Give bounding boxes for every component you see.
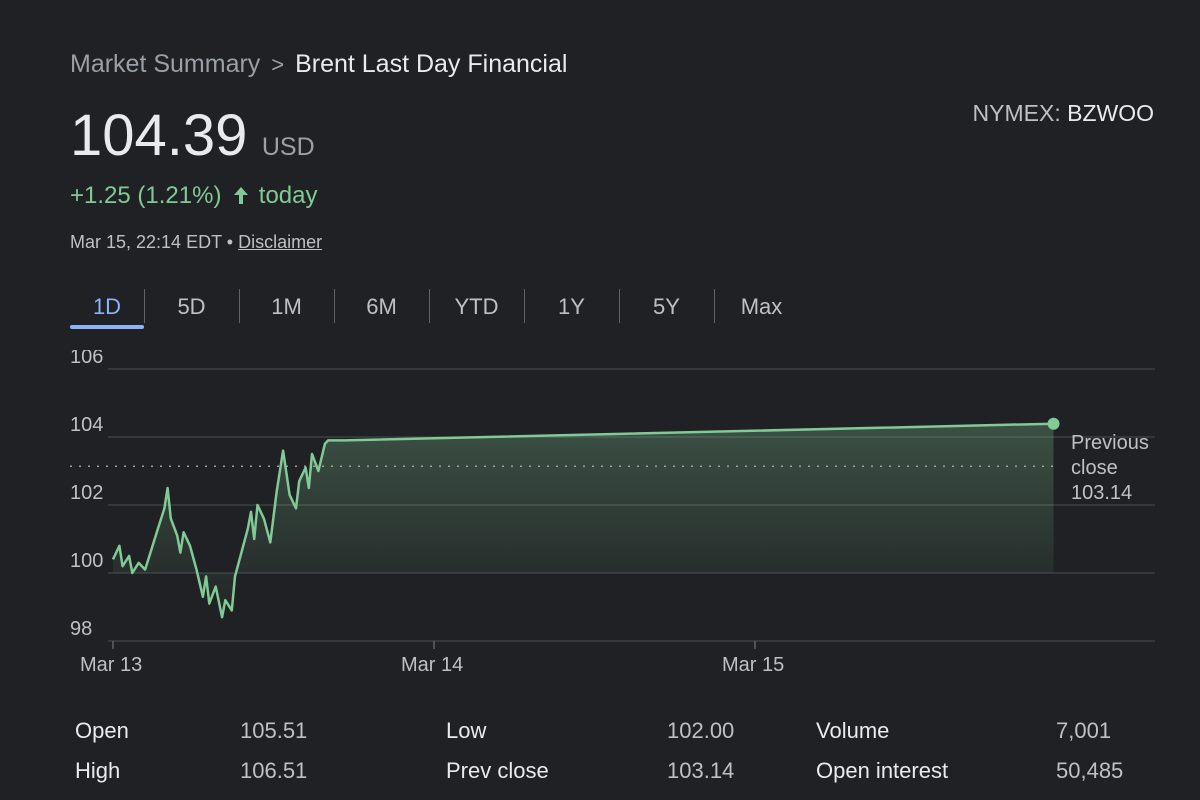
change-suffix: today xyxy=(258,182,318,209)
breadcrumb-market-summary-link[interactable]: Market Summary xyxy=(70,50,261,78)
quote-meta: Mar 15, 22:14 EDT • Disclaimer xyxy=(70,232,322,253)
tab-max[interactable]: Max xyxy=(714,287,809,331)
y-tick-label: 100 xyxy=(70,550,103,572)
x-tick-label: Mar 15 xyxy=(722,654,784,676)
stat-volume-label: Volume xyxy=(816,718,890,743)
tab-5d[interactable]: 5D xyxy=(144,287,239,331)
exchange-market: NYMEX xyxy=(972,100,1055,126)
price-area-fill xyxy=(113,423,1054,618)
breadcrumb: Market Summary > Brent Last Day Financia… xyxy=(70,50,567,79)
exchange-symbol: NYMEX: BZWOO xyxy=(972,100,1154,126)
stat-open-interest-label: Open interest xyxy=(816,758,949,783)
y-tick-label: 106 xyxy=(70,350,103,368)
price-chart[interactable]: 106 104 102 100 98 Mar 13 Mar 14 Mar 15 Previous… xyxy=(0,350,1200,690)
previous-close-label: Previous xyxy=(1071,432,1149,454)
stat-prev-close-value: 103.14 xyxy=(667,758,735,783)
stat-prev-close-label: Prev close xyxy=(446,758,549,783)
x-tick-label: Mar 13 xyxy=(80,654,142,676)
ticker-symbol: BZWOO xyxy=(1067,100,1154,126)
stat-open-interest-value: 50,485 xyxy=(1056,758,1124,783)
stat-low-label: Low xyxy=(446,718,487,743)
stat-low-value: 102.00 xyxy=(667,718,735,743)
tab-1d[interactable]: 1D xyxy=(70,287,144,331)
tab-1m[interactable]: 1M xyxy=(239,287,334,331)
y-tick-label: 104 xyxy=(70,414,103,436)
time-range-tabs: 1D 5D 1M 6M YTD 1Y 5Y Max xyxy=(70,287,809,331)
breadcrumb-separator: > xyxy=(271,52,285,77)
quote-timestamp: Mar 15, 22:14 EDT xyxy=(70,232,222,252)
tab-5y[interactable]: 5Y xyxy=(619,287,714,331)
current-price-dot[interactable] xyxy=(1047,417,1060,430)
change-value: +1.25 (1.21%) xyxy=(70,182,222,209)
previous-close-label: 103.14 xyxy=(1071,482,1132,504)
price-row: 104.39 USD xyxy=(70,102,315,169)
stat-high-value: 106.51 xyxy=(240,758,308,783)
stat-volume-value: 7,001 xyxy=(1056,718,1112,743)
x-tick-label: Mar 14 xyxy=(401,654,463,676)
tab-6m[interactable]: 6M xyxy=(334,287,429,331)
y-tick-label: 102 xyxy=(70,482,103,504)
price-change: +1.25 (1.21%) today xyxy=(70,182,318,210)
disclaimer-link[interactable]: Disclaimer xyxy=(238,232,323,252)
meta-bullet: • xyxy=(226,232,234,252)
y-tick-label: 98 xyxy=(70,618,92,640)
stat-open-value: 105.51 xyxy=(240,718,308,743)
stat-high-label: High xyxy=(75,758,121,783)
stat-open-label: Open xyxy=(75,718,129,743)
previous-close-label: close xyxy=(1071,457,1118,479)
tab-1y[interactable]: 1Y xyxy=(524,287,619,331)
arrow-up-icon xyxy=(234,187,249,204)
tab-ytd[interactable]: YTD xyxy=(429,287,524,331)
breadcrumb-current: Brent Last Day Financial xyxy=(295,50,568,78)
price-line xyxy=(111,422,1054,619)
currency-code: USD xyxy=(261,133,315,161)
current-price: 104.39 xyxy=(70,103,248,168)
